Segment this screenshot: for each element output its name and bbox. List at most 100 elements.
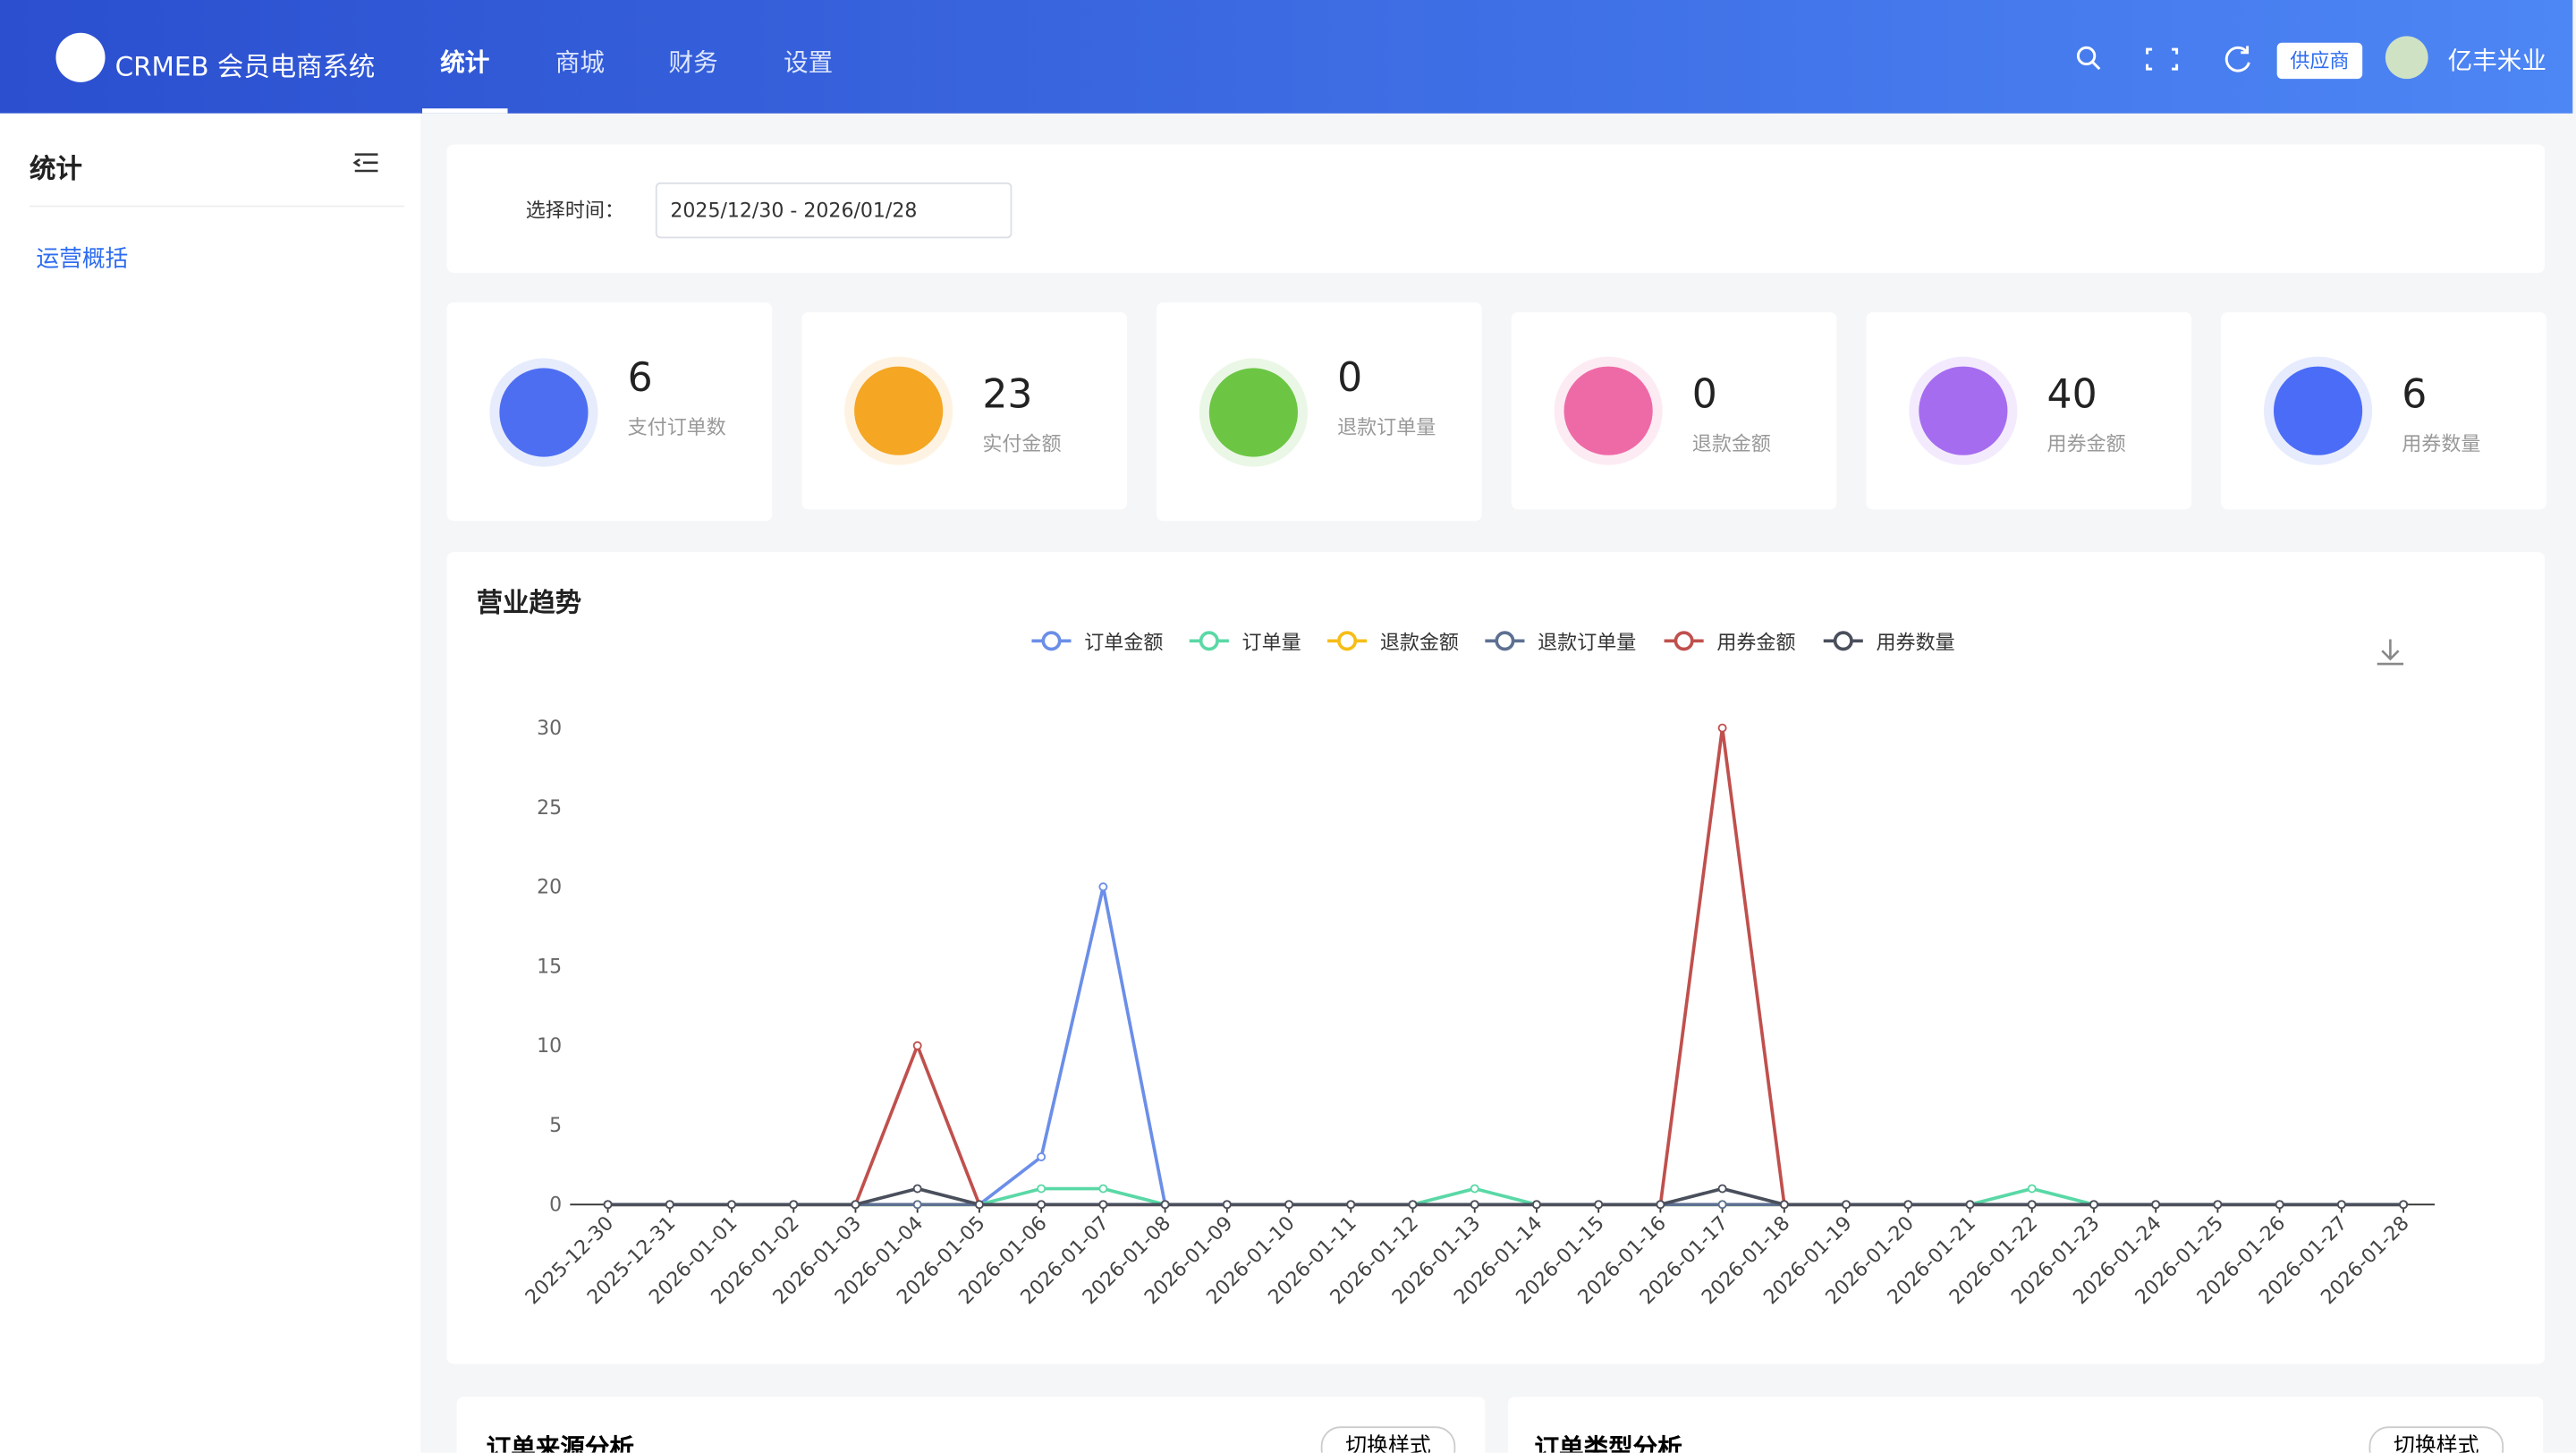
panel: 订单来源分析 切换样式 [456,1397,1486,1453]
legend-label: 订单金额 [1084,632,1163,654]
logo-icon [55,32,106,82]
point [1531,1200,1541,1210]
stat-card: 0 退款金额 [1511,311,1837,510]
legend-label: 订单量 [1242,632,1301,654]
stat-label: 退款订单量 [1337,415,1436,439]
point [789,1200,799,1210]
sidebar-title: 统计 [30,152,82,184]
point [727,1200,736,1210]
legend-marker [1674,631,1694,651]
panel-button[interactable]: 切换样式 [2368,1426,2504,1453]
point [1037,1184,1046,1194]
chart-card [446,552,2546,1364]
point [1408,1200,1418,1210]
toolbar-icons[interactable] [2070,39,2267,79]
stat-value: 0 [1337,354,1363,402]
stat-card: 40 用券金额 [1866,311,2192,510]
line [607,1186,2404,1207]
y-tick-label: 5 [549,1115,562,1137]
stat-value: 0 [1691,371,1717,418]
date-picker[interactable]: 2025/12/30 - 2026/01/28 [655,182,1013,239]
sidebar-item[interactable]: 运营概括 [36,246,129,273]
point [1842,1200,1852,1210]
point [1037,1200,1046,1210]
point [2027,1200,2037,1210]
point [912,1041,922,1050]
y-tick-label: 10 [537,1035,562,1058]
line [607,1186,2404,1207]
stat-label: 退款金额 [1691,432,1771,455]
point [2089,1200,2098,1210]
series [603,723,2409,1210]
legend-label: 用券金额 [1716,632,1795,654]
point [1098,1200,1108,1210]
filter-card: 选择时间： 2025/12/30 - 2026/01/28 [446,144,2546,273]
point [1903,1200,1913,1210]
stat-value: 6 [627,354,653,402]
point [1470,1184,1479,1194]
sidebar: 统计 运营概括 [0,113,421,1453]
legend-marker [1495,631,1515,651]
y-tick-label: 20 [537,877,562,899]
point [1098,882,1108,892]
line [607,886,2404,1207]
panel-title: 订单来源分析 [486,1432,634,1453]
legend-marker [1833,631,1853,651]
stat-icon [1919,366,2008,455]
point [1965,1200,1975,1210]
point [1284,1200,1294,1210]
header: CRMEB 会员电商系统 统计 商城 财务 设置 供应商 亿丰米业 [0,0,2573,114]
panel: 订单类型分析 切换样式 [1508,1397,2544,1453]
legend-marker [1337,631,1358,651]
stat-icon [499,367,589,456]
point [1470,1200,1479,1210]
panel-button[interactable]: 切换样式 [1320,1426,1456,1453]
point [1222,1200,1232,1210]
collapse-icon[interactable] [352,149,381,175]
y-tick-label: 0 [549,1194,562,1217]
stat-card: 6 用券数量 [2221,311,2546,510]
stat-label: 用券金额 [2046,432,2126,455]
point [2151,1200,2161,1210]
stat-label: 实付金额 [982,432,1062,455]
point [2027,1184,2037,1194]
logo: CRMEB 会员电商系统 [114,50,376,82]
legend-marker [1041,631,1062,651]
role-badge: 供应商 [2276,42,2363,80]
stat-label: 支付订单数 [627,415,726,439]
point [1594,1200,1604,1210]
point [1098,1184,1108,1194]
divider [30,205,404,208]
series [603,1184,2409,1210]
point [603,1200,613,1210]
stat-value: 23 [982,371,1033,418]
y-tick-label: 30 [537,718,562,740]
point [912,1200,922,1210]
point [1346,1200,1356,1210]
point [1037,1152,1046,1161]
avatar[interactable] [2385,36,2428,80]
stat-value: 40 [2046,371,2097,418]
point [912,1184,922,1194]
download-icon[interactable] [2377,639,2404,666]
legend-label: 退款金额 [1380,632,1459,654]
nav-item[interactable]: 财务 [668,47,718,78]
user-name[interactable]: 亿丰米业 [2447,46,2546,76]
legend-marker [1199,631,1219,651]
point [665,1200,674,1210]
nav-item[interactable]: 统计 [440,47,490,78]
stat-icon [2273,366,2363,455]
line [607,727,2404,1207]
point [2336,1200,2346,1210]
point [1717,1184,1727,1194]
stat-label: 用券数量 [2402,432,2481,455]
nav-item[interactable]: 设置 [784,47,834,78]
point [1160,1200,1170,1210]
nav-item[interactable]: 商城 [555,47,605,78]
point [974,1200,984,1210]
point [2213,1200,2223,1210]
panel-title: 订单类型分析 [1534,1432,1682,1453]
date-range: 2025/12/30 - 2026/01/28 [670,199,918,222]
